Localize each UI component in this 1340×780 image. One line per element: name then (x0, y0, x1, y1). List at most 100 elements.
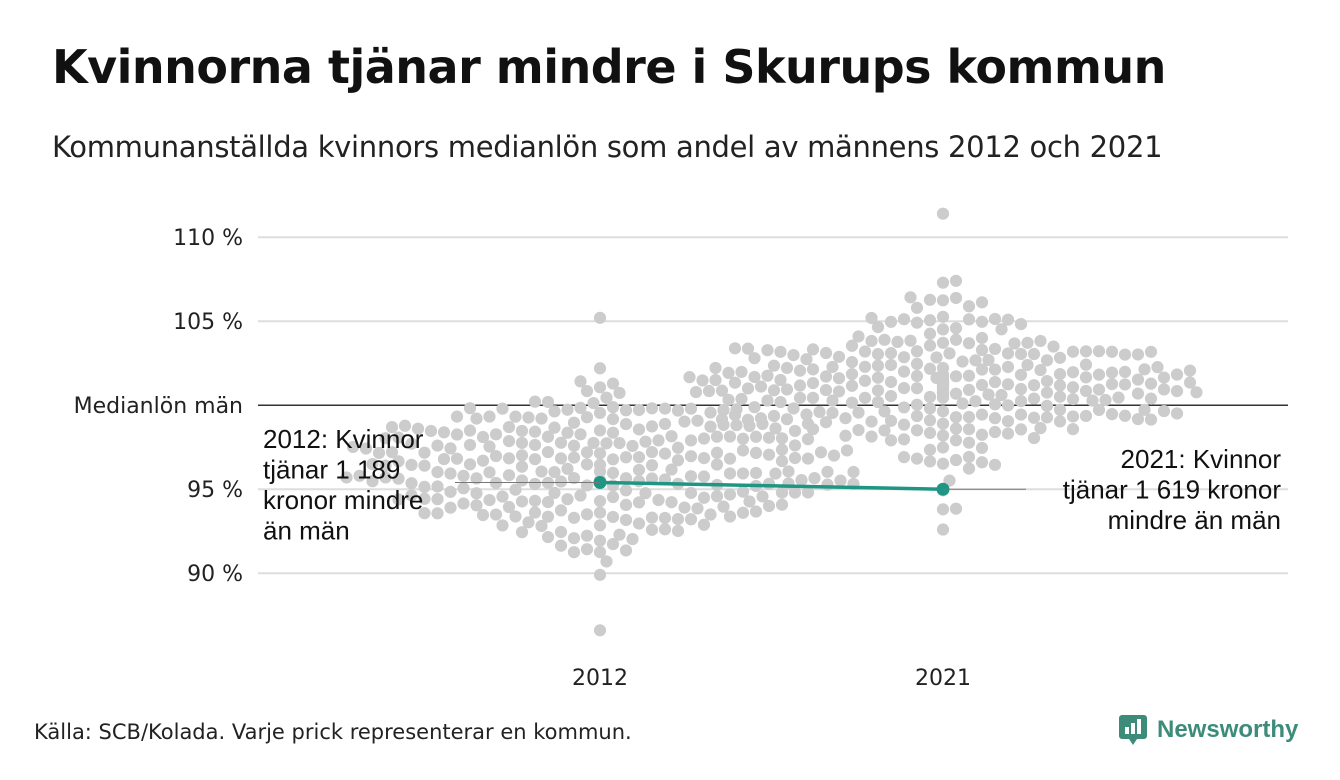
municipality-dot (1014, 347, 1028, 361)
municipality-dot (1170, 407, 1184, 420)
municipality-dot (684, 434, 698, 447)
municipality-dot (743, 495, 756, 508)
municipality-dot (741, 342, 755, 355)
municipality-dot (923, 339, 937, 352)
municipality-dot (606, 538, 620, 551)
municipality-dot (780, 383, 794, 396)
municipality-dot (962, 410, 976, 424)
municipality-dot (1157, 404, 1171, 418)
municipality-dot (897, 451, 911, 464)
municipality-dot (826, 406, 839, 419)
municipality-dot (626, 532, 639, 546)
municipality-dot (897, 418, 911, 431)
municipality-dot (995, 388, 1008, 402)
municipality-dot (749, 505, 763, 518)
municipality-dot (535, 412, 548, 425)
municipality-dot (697, 518, 711, 531)
municipality-dot (923, 455, 937, 468)
municipality-dot (580, 543, 594, 556)
municipality-dot (580, 384, 594, 398)
municipality-dot (580, 446, 594, 459)
municipality-dot (754, 380, 768, 393)
municipality-dot (418, 459, 431, 472)
municipality-dot (1079, 409, 1093, 423)
municipality-dot (936, 417, 950, 430)
municipality-dot (975, 428, 989, 441)
municipality-dot (988, 458, 1002, 471)
municipality-dot (1144, 345, 1158, 358)
municipality-dot (949, 422, 963, 435)
municipality-dot (1014, 408, 1028, 421)
municipality-dot (593, 534, 607, 547)
municipality-dot (975, 378, 989, 392)
municipality-dot (793, 379, 807, 392)
municipality-dot (749, 466, 763, 480)
municipality-dot (1170, 384, 1184, 398)
municipality-dot (392, 493, 405, 506)
municipality-dot (819, 370, 833, 383)
brand-logo-group[interactable]: Newsworthy (1118, 714, 1298, 746)
municipality-dot (502, 500, 516, 514)
municipality-dot (865, 415, 878, 428)
municipality-dot (806, 376, 820, 390)
municipality-dot (515, 449, 529, 462)
municipality-dot (489, 476, 503, 490)
municipality-dot (761, 394, 774, 407)
municipality-dot (1001, 378, 1015, 391)
municipality-dot (1053, 403, 1067, 416)
municipality-dot (548, 421, 561, 434)
municipality-dot (593, 424, 607, 437)
municipality-dot (949, 370, 963, 383)
reference-line-label: Medianlön män (74, 394, 243, 419)
municipality-dot (398, 419, 412, 432)
municipality-dot (366, 475, 379, 488)
municipality-dot (541, 530, 555, 544)
municipality-dot (910, 316, 924, 329)
municipality-dot (671, 524, 685, 538)
municipality-dot (969, 395, 982, 408)
municipality-dot (730, 419, 743, 432)
municipality-dot (936, 336, 950, 349)
municipality-dot (600, 437, 613, 450)
municipality-dot (470, 472, 483, 485)
municipality-dot (476, 454, 490, 467)
municipality-dot (1001, 360, 1015, 374)
municipality-dot (593, 311, 607, 324)
municipality-dot (528, 477, 542, 491)
municipality-dot (769, 467, 782, 480)
municipality-dot (936, 457, 950, 470)
municipality-dot (1053, 351, 1067, 364)
municipality-dot (975, 331, 989, 345)
municipality-dot (923, 443, 937, 456)
municipality-dot (845, 355, 859, 369)
municipality-dot (1027, 411, 1041, 424)
municipality-dot (619, 498, 633, 511)
municipality-dot (962, 369, 976, 382)
municipality-dot (988, 375, 1002, 389)
municipality-dot (1118, 409, 1132, 422)
municipality-dot (554, 475, 568, 488)
municipality-dot (489, 449, 503, 463)
municipality-dot (936, 391, 950, 404)
municipality-dot (561, 493, 574, 506)
municipality-dot (405, 489, 418, 502)
municipality-dot (717, 500, 730, 513)
municipality-dot (936, 523, 950, 536)
municipality-dot (684, 450, 698, 463)
x-axis-tick-labels: 2012 2021 (572, 666, 971, 691)
municipality-dot (561, 462, 574, 475)
municipality-dot (561, 426, 574, 439)
municipality-dot (541, 395, 555, 409)
municipality-dot (871, 348, 885, 361)
municipality-dot (1086, 394, 1099, 407)
municipality-dot (949, 274, 963, 287)
municipality-dot (1079, 371, 1093, 384)
annotation-text-2021: mindre än män (1108, 505, 1281, 535)
municipality-dot (775, 486, 789, 499)
municipality-dot (923, 293, 937, 306)
municipality-dot (405, 437, 418, 450)
municipality-dot (800, 408, 813, 421)
municipality-dot (593, 494, 607, 508)
grid-layer (258, 236, 1288, 575)
municipality-dot (710, 490, 724, 503)
